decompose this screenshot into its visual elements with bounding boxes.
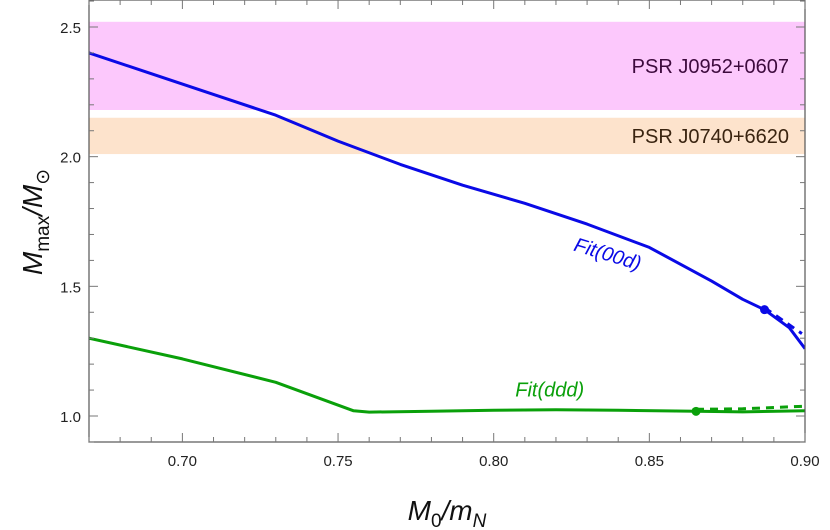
x-tick-label: 0.80: [479, 453, 508, 470]
frame-rect: [88, 0, 806, 443]
series-0-dashed: [763, 306, 803, 335]
y-tick-label: 2.0: [60, 150, 81, 167]
series-1-marker: [691, 406, 701, 416]
x-tick-label: 0.75: [323, 453, 352, 470]
series-1-dashed: [695, 404, 805, 411]
series-0-marker: [760, 305, 770, 315]
series-0-line: [89, 51, 805, 350]
annotations: Fit(00d)Fit(ddd): [515, 234, 643, 401]
observation-bands: PSR J0952+0607 PSR J0740+6620: [89, 21, 805, 155]
y-axis-title: Mmax/M⊙: [17, 169, 54, 275]
x-tick-label: 0.90: [790, 453, 819, 470]
series-1-line: [89, 336, 805, 414]
x-axis-title: M0/mN: [408, 495, 487, 530]
band-label-0: PSR J0952+0607: [632, 56, 789, 78]
y-tick-label: 2.5: [60, 20, 81, 37]
x-tick-label: 0.70: [168, 453, 197, 470]
x-tick-label: 0.85: [635, 453, 664, 470]
axis-ticks: 0.70 0.75 0.80 0.85 0.90 1.0 1.5 2.0 2.5: [60, 0, 820, 470]
band-0: [89, 21, 805, 110]
y-tick-label: 1.0: [60, 409, 81, 426]
curves: [89, 51, 805, 416]
curve-label-1: Fit(ddd): [515, 380, 584, 402]
y-tick-label: 1.5: [60, 279, 81, 296]
band-label-1: PSR J0740+6620: [632, 126, 789, 148]
plot-frame: [88, 0, 806, 443]
band-1: [89, 117, 805, 155]
